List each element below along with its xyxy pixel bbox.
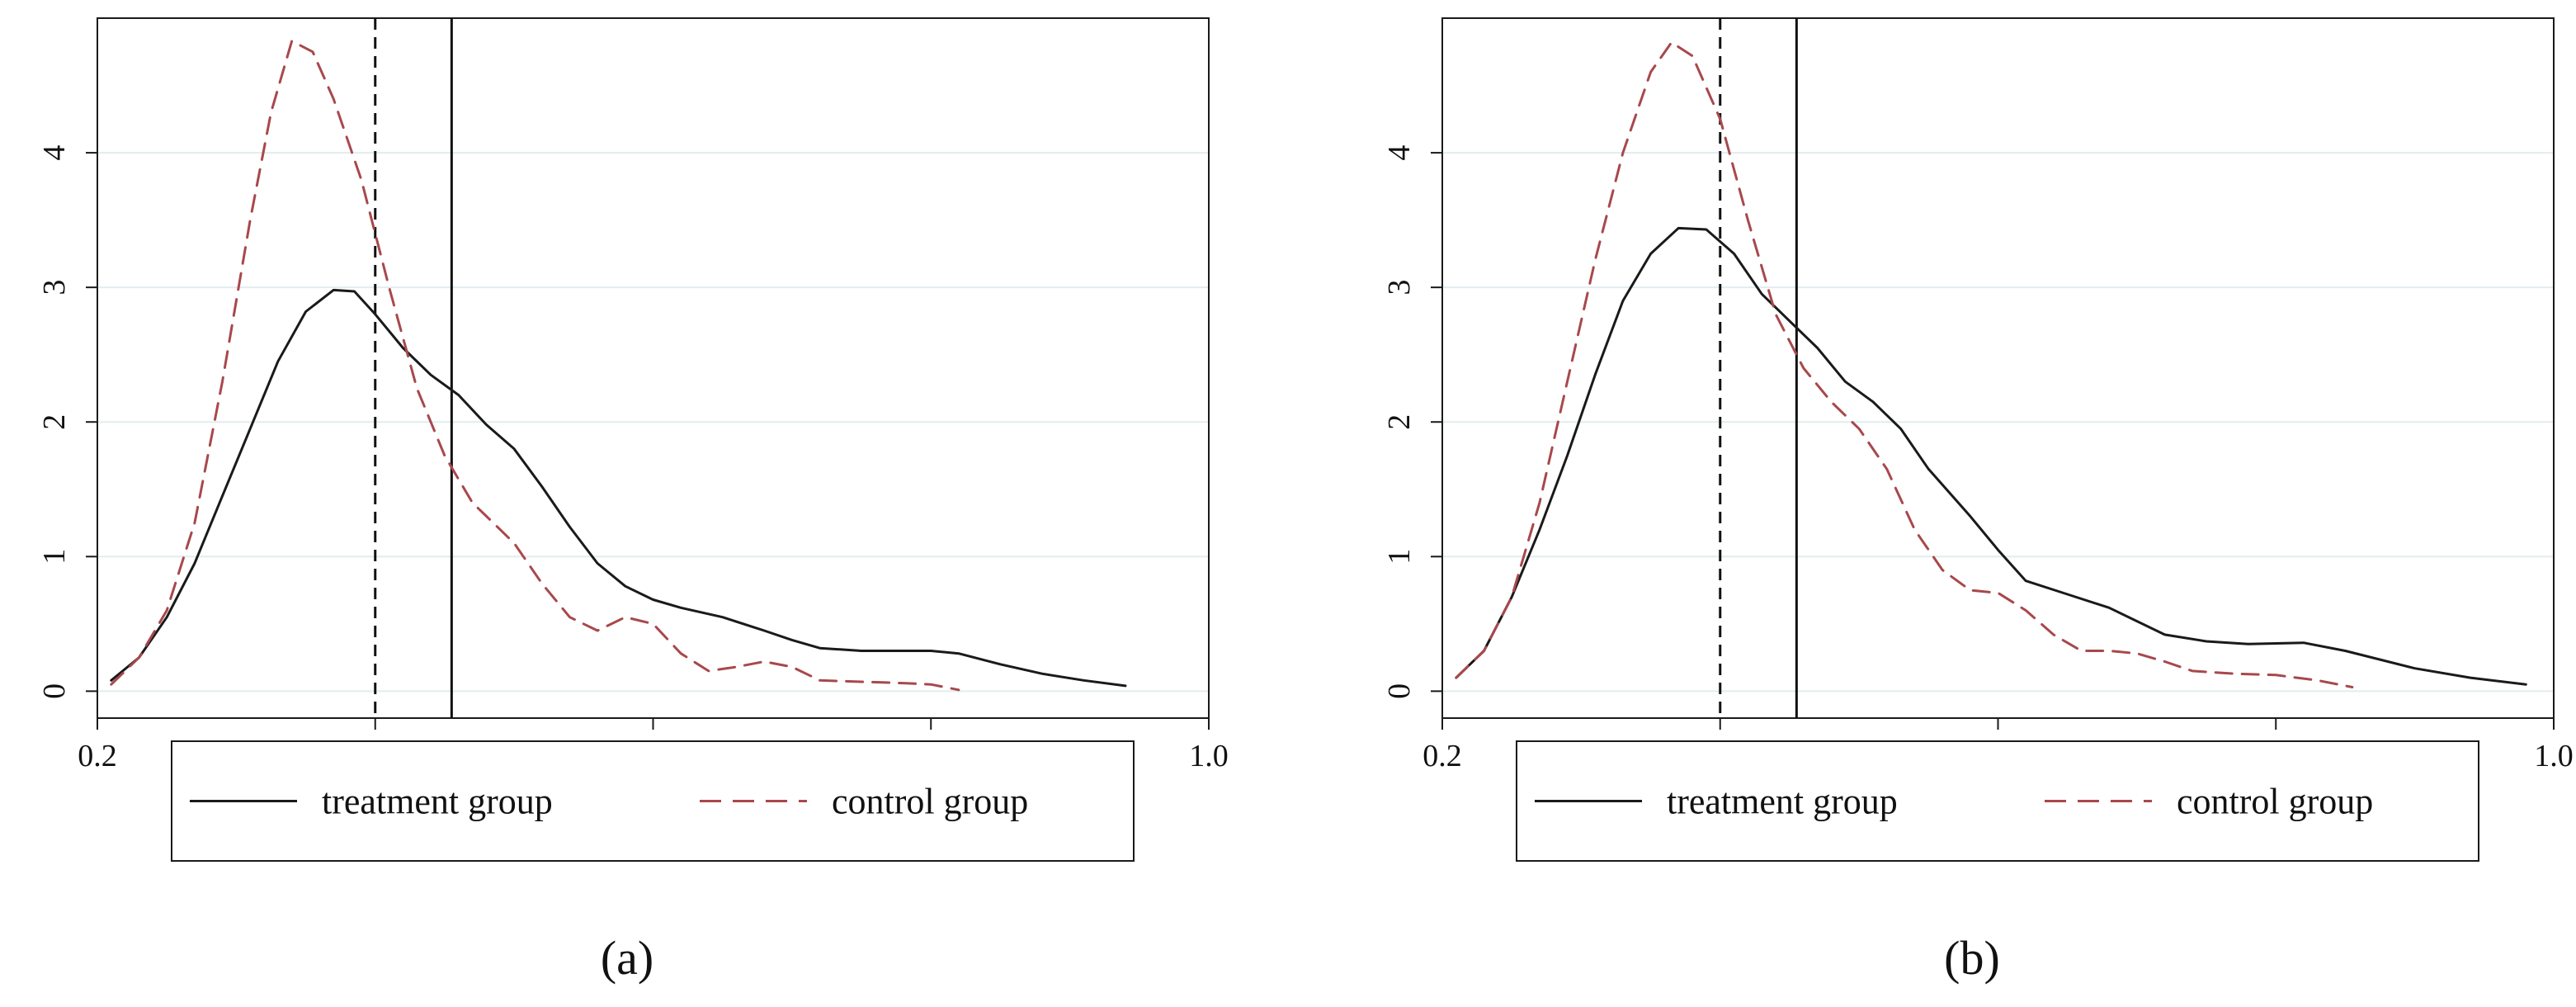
panel-label: (b) [1944, 931, 2000, 985]
series-line-treatment-group [1455, 226, 2527, 686]
legend-label: control group [2177, 782, 2373, 822]
y-tick-label: 2 [1382, 414, 1417, 430]
plot-frame [1441, 17, 2555, 719]
legend-box [1516, 740, 2479, 862]
legend-box [171, 740, 1135, 862]
y-tick-label: 4 [37, 145, 72, 161]
legend-label: control group [832, 782, 1028, 822]
x-tick-label: 0.2 [78, 739, 117, 773]
plot-frame [97, 17, 1210, 719]
y-tick-label: 3 [37, 280, 72, 295]
series-line-control-group [110, 40, 960, 692]
y-tick-label: 1 [1382, 549, 1417, 565]
y-tick-label: 2 [37, 414, 72, 430]
y-tick-label: 1 [37, 549, 72, 565]
y-tick-label: 3 [1382, 280, 1417, 295]
legend-label: treatment group [322, 782, 553, 822]
y-tick-label: 4 [1382, 145, 1417, 161]
legend-label: treatment group [1667, 782, 1898, 822]
panel-label: (a) [601, 931, 653, 985]
series-line-control-group [1455, 40, 2354, 688]
y-tick-label: 0 [1382, 683, 1417, 699]
x-tick-label: 1.0 [2534, 739, 2574, 773]
y-tick-label: 0 [37, 683, 72, 699]
series-line-treatment-group [110, 288, 1127, 688]
x-tick-label: 1.0 [1189, 739, 1229, 773]
x-tick-label: 0.2 [1422, 739, 1462, 773]
